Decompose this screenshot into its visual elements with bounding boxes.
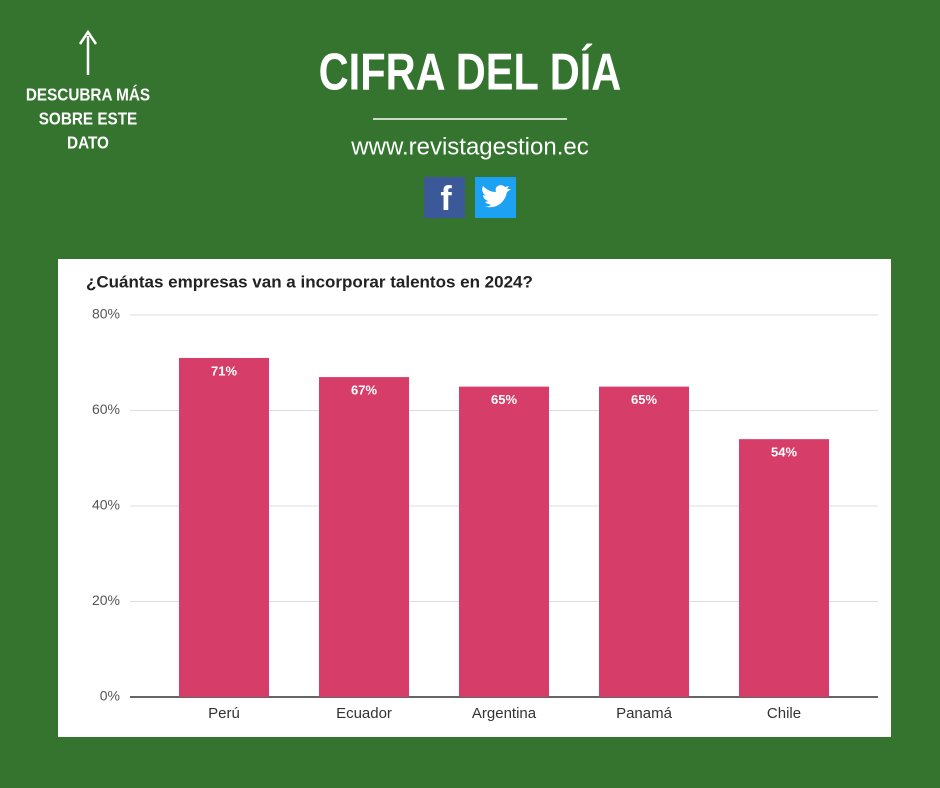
twitter-icon[interactable] — [475, 177, 516, 218]
arrow-head — [78, 29, 98, 45]
y-tick-label: 0% — [100, 688, 120, 704]
facebook-glyph: f — [440, 180, 452, 218]
x-tick-label: Ecuador — [336, 705, 392, 722]
x-tick-label: Perú — [208, 705, 240, 722]
bar — [319, 377, 409, 697]
facebook-icon[interactable]: f — [424, 177, 465, 218]
bar — [739, 439, 829, 697]
value-label: 54% — [771, 445, 797, 460]
y-tick-label: 60% — [92, 401, 120, 417]
bar — [179, 357, 269, 697]
x-tick-label: Argentina — [472, 705, 537, 722]
side-note[interactable]: DESCUBRA MÁS — [26, 85, 150, 105]
x-tick-label: Chile — [767, 705, 801, 722]
value-label: 71% — [211, 363, 237, 378]
twitter-glyph — [482, 185, 511, 208]
bar — [459, 386, 549, 697]
headline: CIFRA DEL DÍA — [319, 42, 622, 101]
chart-title: ¿Cuántas empresas van a incorporar talen… — [86, 272, 533, 291]
bar — [599, 386, 689, 697]
plot: 0% 20% 40% 60% 80% 71% Perú 67% Ecuador 65% Argent… — [92, 306, 878, 722]
value-label: 67% — [351, 383, 377, 398]
x-tick-label: Panamá — [616, 705, 673, 722]
y-tick-label: 80% — [92, 306, 120, 322]
y-tick-label: 40% — [92, 497, 120, 513]
value-label: 65% — [631, 392, 657, 407]
facebook-box — [424, 177, 465, 218]
side-note[interactable]: SOBRE ESTE — [39, 109, 138, 129]
value-label: 65% — [491, 392, 517, 407]
side-note[interactable]: DATO — [67, 133, 109, 153]
y-tick-label: 20% — [92, 592, 120, 608]
site-url[interactable]: www.revistagestion.ec — [350, 133, 588, 160]
